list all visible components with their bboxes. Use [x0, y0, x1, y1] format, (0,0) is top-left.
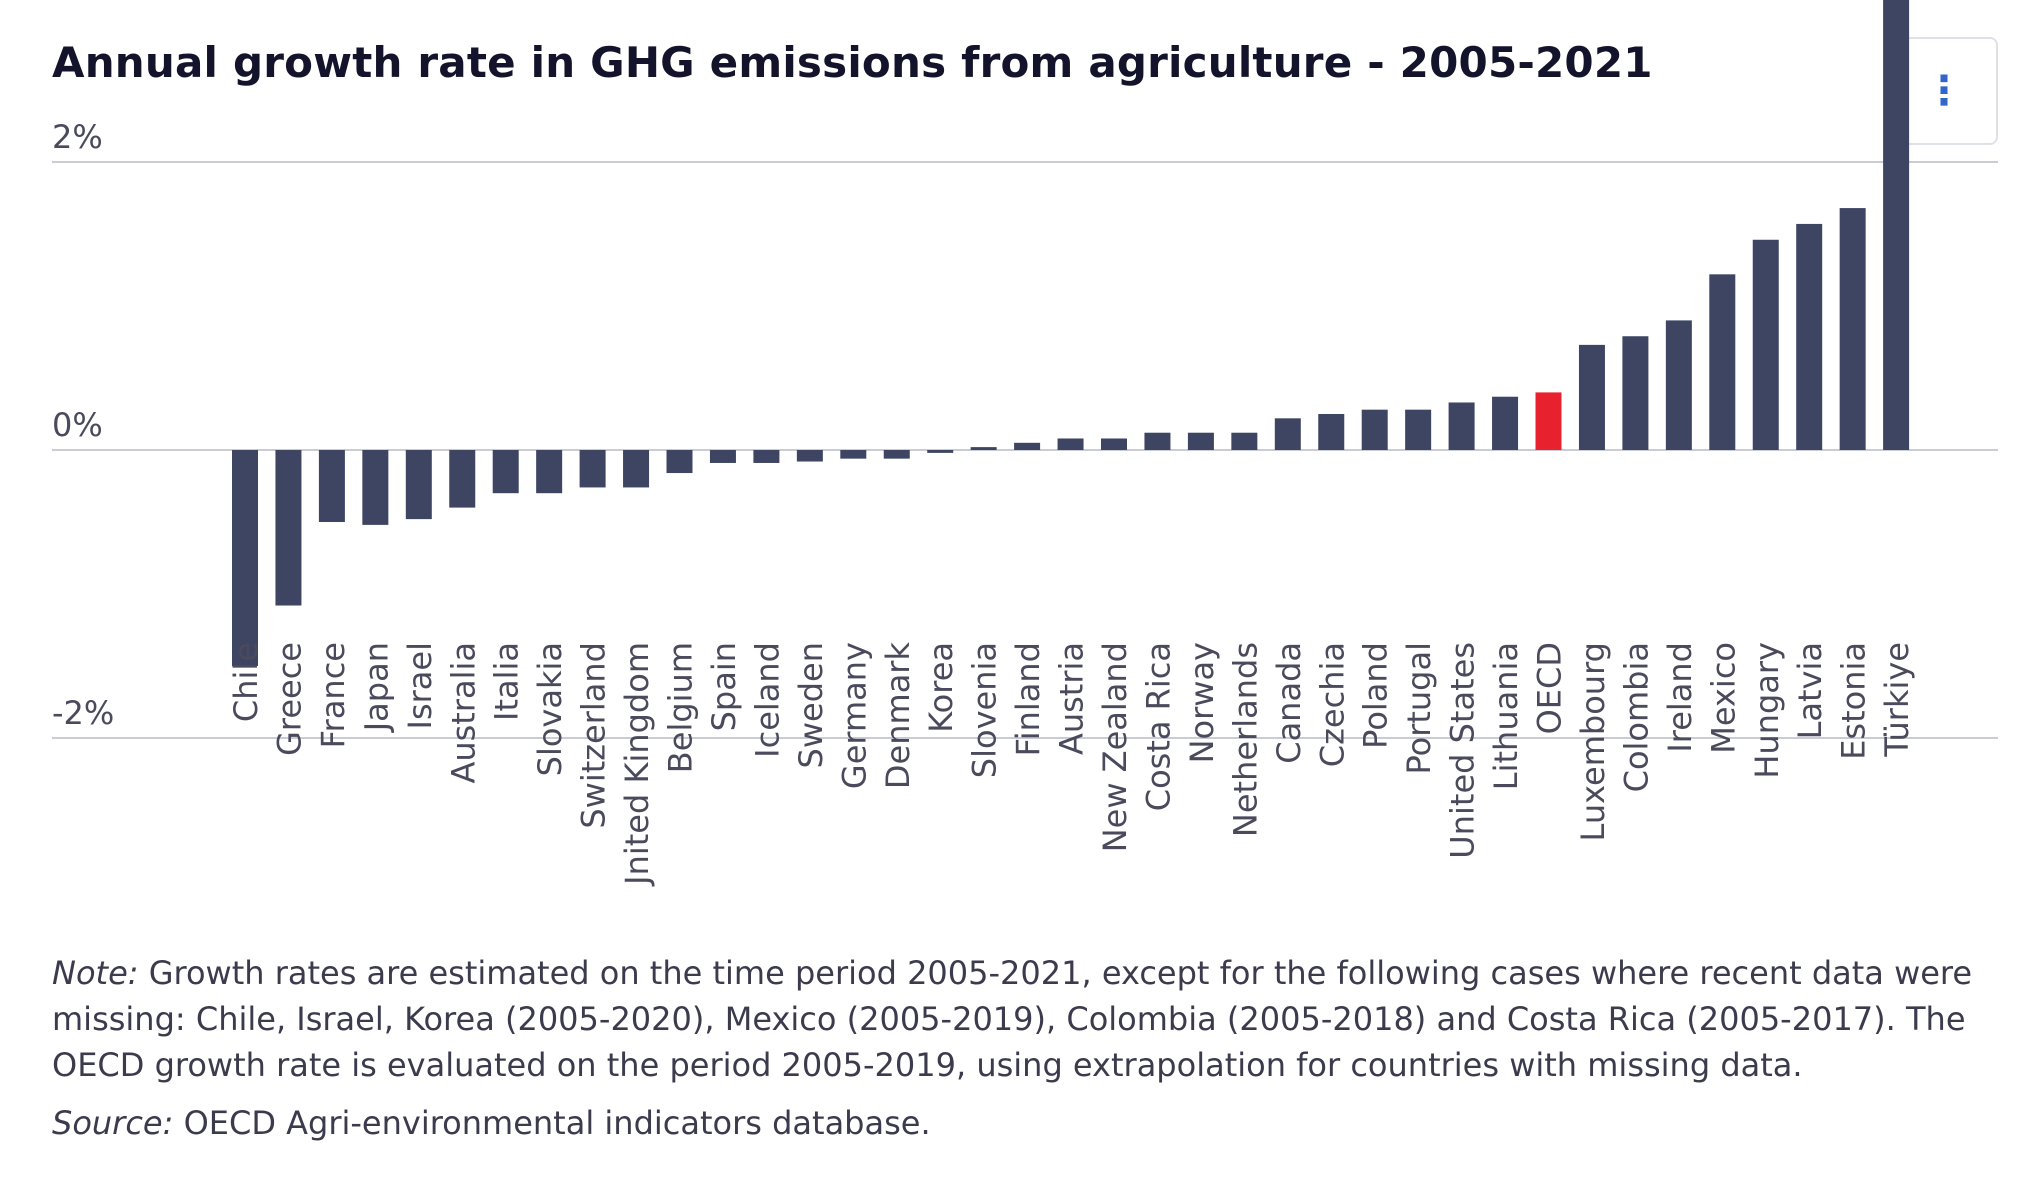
x-axis-labels: Chile Greece France Japan Israel Australia Ita…: [227, 642, 1916, 887]
x-tick-label: Luxembourg: [1574, 642, 1612, 841]
x-tick-label: Portugal: [1400, 642, 1438, 775]
bar-portugal[interactable]: [1405, 409, 1432, 450]
x-tick-label: Korea: [922, 642, 960, 733]
bar-luxembourg[interactable]: [1578, 344, 1605, 450]
y-tick-label: -2%: [52, 694, 114, 732]
vertical-ellipsis-icon: ⋮: [1924, 68, 1964, 114]
bar-japan[interactable]: [362, 450, 389, 525]
source-paragraph: Source: OECD Agri-environmental indicato…: [52, 1100, 2012, 1146]
bar-chile[interactable]: [232, 450, 258, 666]
x-tick-label: Finland: [1009, 642, 1047, 756]
x-tick-label: Iceland: [748, 642, 786, 758]
note-label: Note:: [52, 954, 139, 992]
bar-t-rkiye[interactable]: [1883, 0, 1910, 451]
x-tick-label: Greece: [270, 642, 308, 756]
bar-finland[interactable]: [1014, 442, 1041, 450]
x-tick-label: Switzerland: [575, 642, 613, 829]
x-tick-label: Japan: [357, 642, 395, 733]
x-tick-label: Jnited Kingdom: [618, 642, 656, 887]
x-tick-label: Lithuania: [1487, 642, 1525, 790]
note-text: Growth rates are estimated on the time p…: [52, 954, 1973, 1084]
x-tick-label: Austria: [1053, 642, 1091, 755]
note-paragraph: Note: Growth rates are estimated on the …: [52, 950, 2012, 1088]
bar-estonia[interactable]: [1839, 208, 1866, 450]
x-tick-label: United States: [1444, 642, 1482, 859]
bar-united-states[interactable]: [1448, 402, 1475, 450]
x-tick-label: Slovakia: [531, 642, 569, 776]
bar-canada[interactable]: [1274, 418, 1301, 450]
y-tick-label: 0%: [52, 406, 103, 444]
bar-colombia[interactable]: [1622, 336, 1649, 450]
bar-switzerland[interactable]: [579, 450, 606, 488]
bar-slovakia[interactable]: [536, 450, 563, 494]
bar-ireland[interactable]: [1665, 320, 1692, 450]
x-tick-label: Poland: [1357, 642, 1395, 749]
bars: [232, 0, 1910, 666]
bar-hungary[interactable]: [1752, 239, 1779, 450]
x-tick-label: Netherlands: [1226, 642, 1264, 837]
bar-italia[interactable]: [492, 450, 519, 494]
x-tick-label: Latvia: [1791, 642, 1829, 739]
chart-title: Annual growth rate in GHG emissions from…: [52, 38, 1653, 87]
x-tick-label: New Zealand: [1096, 642, 1134, 852]
bar-mexico[interactable]: [1709, 274, 1736, 450]
source-label: Source:: [52, 1104, 174, 1142]
bar-costa-rica[interactable]: [1144, 432, 1171, 450]
bar-jnited-kingdom[interactable]: [623, 450, 650, 488]
bar-france[interactable]: [318, 450, 345, 522]
source-text: OECD Agri-environmental indicators datab…: [173, 1104, 931, 1142]
bar-slovenia[interactable]: [970, 447, 997, 450]
x-tick-label: Czechia: [1313, 642, 1351, 767]
x-tick-label: Denmark: [879, 642, 917, 790]
bar-sweden[interactable]: [796, 450, 823, 462]
y-tick-label: 2%: [52, 118, 103, 156]
bar-lithuania[interactable]: [1492, 396, 1519, 450]
bar-australia[interactable]: [449, 450, 476, 508]
chart-notes: Note: Growth rates are estimated on the …: [52, 950, 2012, 1146]
bar-oecd[interactable]: [1535, 392, 1562, 450]
x-tick-label: Mexico: [1704, 642, 1742, 754]
x-tick-label: Chile: [227, 642, 265, 722]
x-tick-label: Slovenia: [966, 642, 1004, 778]
x-tick-label: Costa Rica: [1139, 642, 1177, 811]
bar-latvia[interactable]: [1796, 223, 1823, 450]
bar-belgium[interactable]: [666, 450, 693, 474]
bar-new-zealand[interactable]: [1101, 438, 1127, 450]
bar-greece[interactable]: [275, 450, 302, 606]
x-tick-label: Hungary: [1748, 642, 1786, 779]
bar-spain[interactable]: [709, 450, 736, 463]
x-tick-label: Canada: [1270, 642, 1308, 764]
x-tick-label: Colombia: [1617, 642, 1655, 792]
y-axis-ticks: 2% 0% -2%: [52, 118, 114, 732]
bar-denmark[interactable]: [883, 450, 910, 459]
bar-iceland[interactable]: [753, 450, 780, 463]
x-tick-label: Germany: [835, 642, 873, 789]
x-tick-label: Sweden: [792, 642, 830, 768]
x-tick-label: Ireland: [1661, 642, 1699, 753]
bar-poland[interactable]: [1361, 409, 1388, 450]
bar-czechia[interactable]: [1318, 414, 1345, 450]
x-tick-label: Belgium: [662, 642, 700, 773]
bar-chart: 2%0%-2% Chile Greece France Japan Israel Aust…: [52, 0, 1998, 887]
x-tick-label: Italia: [488, 642, 526, 721]
bar-germany[interactable]: [840, 450, 867, 459]
x-tick-label: Norway: [1183, 642, 1221, 763]
x-tick-label: France: [314, 642, 352, 748]
x-tick-label: Spain: [705, 642, 743, 731]
x-tick-label: Australia: [444, 642, 482, 784]
x-tick-label: Estonia: [1835, 642, 1873, 760]
bar-korea[interactable]: [927, 450, 954, 453]
bar-norway[interactable]: [1187, 432, 1214, 450]
x-tick-label: OECD: [1531, 642, 1569, 734]
bar-austria[interactable]: [1057, 438, 1084, 450]
bar-netherlands[interactable]: [1231, 432, 1258, 450]
bar-israel[interactable]: [405, 450, 432, 520]
x-tick-label: Türkiye: [1878, 642, 1916, 758]
x-tick-label: Israel: [401, 642, 439, 729]
